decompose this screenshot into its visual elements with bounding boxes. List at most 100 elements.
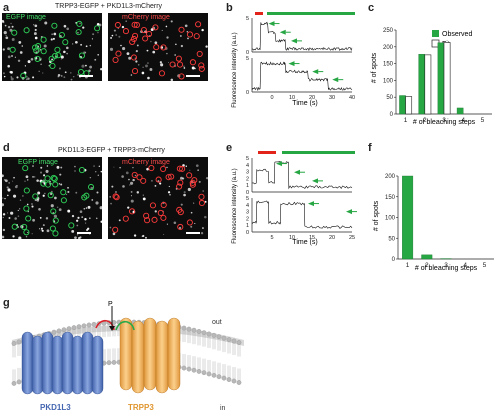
fluorescent-spot: [71, 214, 75, 218]
fluorescent-spot: [74, 165, 76, 168]
fluorescent-spot: [183, 191, 186, 194]
fluorescent-spot: [50, 38, 53, 41]
fluorescent-spot: [7, 194, 9, 197]
spot-marker-circle: [186, 219, 193, 226]
fluorescent-spot: [14, 56, 16, 58]
fluorescent-spot: [46, 229, 50, 233]
fluorescent-spot: [154, 41, 158, 45]
spot-marker-circle: [40, 36, 47, 43]
fluorescent-spot: [100, 170, 102, 173]
fluorescent-spot: [24, 65, 27, 67]
transmembrane-helix: [91, 335, 104, 395]
fluorescent-spot: [51, 33, 54, 36]
spot-marker-circle: [112, 193, 119, 200]
spot-marker-circle: [198, 199, 205, 207]
spot-marker-circle: [77, 68, 85, 76]
fluorescent-spot: [163, 233, 165, 236]
lipid-head: [71, 325, 77, 330]
fluorescent-spot: [154, 184, 157, 187]
fluorescent-spot: [40, 63, 42, 66]
spot-marker-circle: [140, 26, 147, 34]
fluorescent-spot: [14, 217, 17, 220]
bar-observed: [399, 95, 406, 115]
spot-marker-circle: [177, 179, 184, 186]
egfp-image-label: EGFP image: [6, 14, 46, 21]
spot-marker-circle: [160, 44, 167, 51]
fluorescent-spot: [19, 208, 21, 210]
spot-marker-circle: [22, 165, 29, 172]
spot-marker-circle: [176, 61, 184, 68]
fluorescent-spot: [19, 51, 23, 54]
fluorescent-spot: [63, 24, 67, 28]
y-tick-label: 50: [388, 236, 395, 242]
fluorescent-spot: [113, 166, 115, 168]
spot-marker-circle: [168, 173, 175, 180]
y-tick-label: 0: [390, 112, 394, 118]
x-tick-label: 15: [309, 235, 315, 241]
fluorescent-spot: [109, 226, 112, 229]
lipid-head: [216, 374, 222, 380]
fluorescent-spot: [27, 232, 29, 234]
fluorescent-spot: [44, 192, 46, 195]
x-axis-label: # of bleaching steps: [415, 265, 478, 272]
x-tick-label: 25: [349, 235, 355, 241]
fluorescent-spot: [10, 22, 12, 25]
spot-marker-circle: [11, 29, 18, 36]
fluorescent-spot: [53, 214, 57, 218]
fluorescent-spot: [109, 196, 112, 198]
intensity-trace: [251, 61, 353, 92]
fluorescent-spot: [74, 170, 76, 172]
fluorescent-spot: [14, 185, 18, 189]
fluorescent-spot: [187, 37, 189, 40]
x-tick-label: 30: [329, 95, 335, 101]
fluorescent-spot: [99, 206, 102, 210]
y-tick-label: 150: [383, 62, 394, 68]
fluorescent-spot: [93, 165, 95, 167]
fluorescent-spot: [167, 191, 171, 194]
spot-marker-circle: [23, 27, 30, 34]
fluorescent-spot: [67, 190, 70, 193]
spot-marker-circle: [52, 181, 59, 188]
y-tick-label: 200: [383, 45, 394, 51]
transmembrane-helix: [51, 335, 64, 395]
fluorescent-spot: [32, 176, 34, 178]
intensity-trace: [251, 21, 353, 52]
fluorescent-spot: [19, 199, 22, 201]
lipid-head: [86, 322, 92, 328]
fluorescent-spot: [89, 217, 91, 219]
fluorescent-spot: [166, 36, 169, 39]
spot-marker-circle: [25, 215, 32, 222]
spot-marker-circle: [140, 177, 147, 184]
y-tick-label: 4: [246, 163, 249, 169]
fluorescent-spot: [100, 220, 102, 223]
fluorescent-spot: [18, 236, 22, 239]
fluorescent-spot: [25, 175, 29, 179]
fluorescent-spot: [165, 25, 168, 28]
fluorescent-spot: [85, 222, 87, 224]
bleach-step-arrow: [312, 178, 318, 184]
fluorescent-spot: [66, 27, 70, 31]
fluorescent-spot: [42, 72, 44, 74]
fluorescent-spot: [202, 190, 204, 192]
fluorescent-spot: [60, 55, 64, 59]
fluorescent-spot: [32, 76, 35, 79]
fluorescent-spot: [54, 196, 57, 200]
transmembrane-helix: [61, 331, 74, 395]
panel-d-title: PKD1L3-EGFP + TRPP3-mCherry: [58, 147, 165, 154]
fluorescent-spot: [9, 70, 12, 74]
spot-marker-circle: [78, 167, 85, 174]
bleach-step-arrow: [332, 77, 339, 83]
fluorescent-spot: [70, 78, 73, 81]
bar-fit: [405, 96, 413, 115]
fluorescent-spot: [128, 56, 132, 60]
fluorescent-spot: [67, 209, 71, 213]
lipid-head: [201, 330, 207, 336]
spot-marker-circle: [198, 62, 205, 69]
fluorescent-spot: [45, 217, 49, 220]
fluorescent-spot: [2, 235, 5, 239]
fluorescent-spot: [72, 43, 74, 45]
fluorescent-spot: [75, 40, 78, 44]
y-tick-label: 0: [246, 190, 249, 196]
fluorescent-spot: [109, 47, 114, 51]
bar-chart-f: # of spots # of bleaching steps 05010015…: [373, 174, 494, 272]
